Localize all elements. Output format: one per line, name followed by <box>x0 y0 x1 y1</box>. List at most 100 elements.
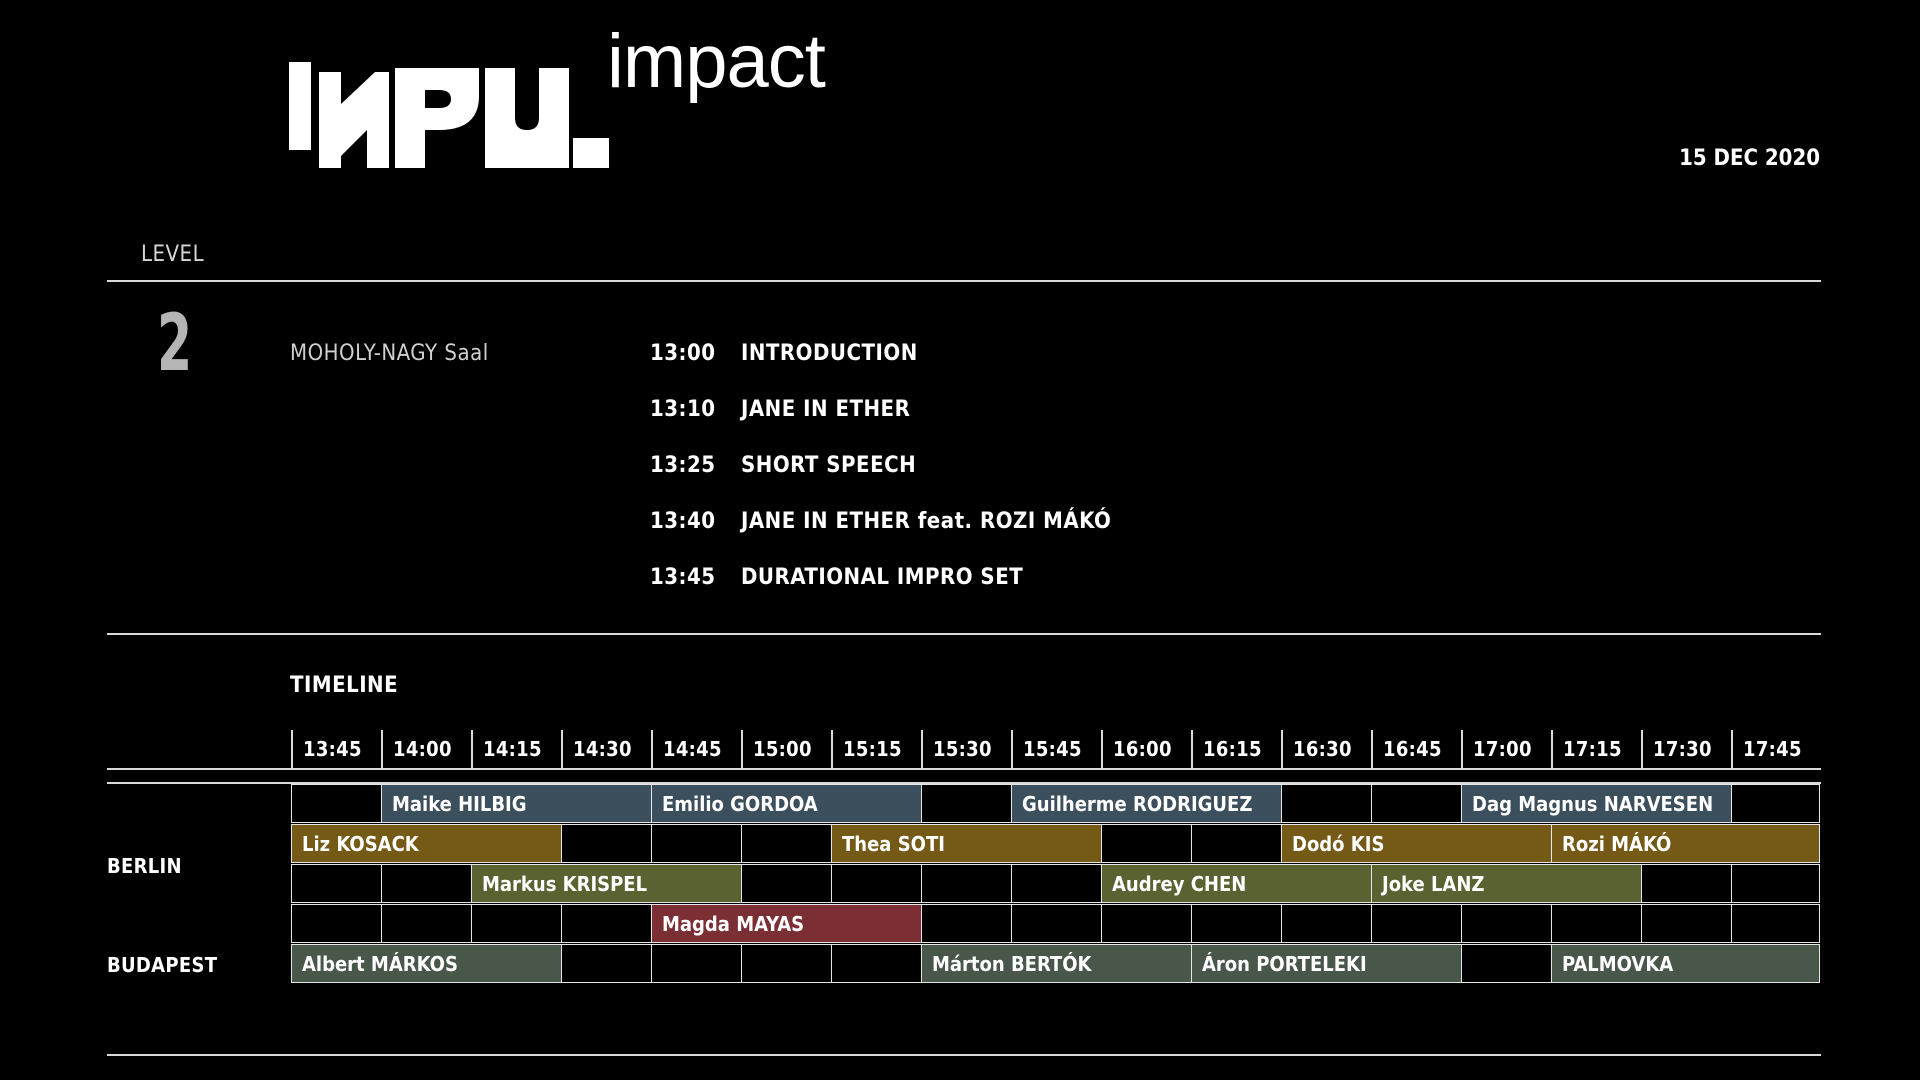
timeline-tick-label: 14:15 <box>483 737 542 761</box>
city-label-budapest: BUDAPEST <box>107 953 218 977</box>
performer-block[interactable]: Guilherme RODRIGUEZ <box>1011 784 1282 823</box>
timeline-tick <box>1461 730 1463 768</box>
performer-block[interactable]: Maike HILBIG <box>381 784 652 823</box>
timeline-empty-slot <box>291 784 382 823</box>
timeline-empty-slot <box>291 904 382 943</box>
performer-block[interactable]: Thea SOTI <box>831 824 1102 863</box>
timeline-tick <box>1551 730 1553 768</box>
divider-middle <box>107 633 1821 635</box>
level-label: LEVEL <box>141 242 205 267</box>
timeline-tick-label: 17:00 <box>1473 737 1532 761</box>
timeline-empty-slot <box>1011 864 1102 903</box>
timeline-empty-slot <box>921 784 1012 823</box>
timeline-empty-slot <box>1281 904 1372 943</box>
timeline-empty-slot <box>561 824 652 863</box>
performer-block[interactable]: PALMOVKA <box>1551 944 1820 983</box>
program-time: 13:00 <box>650 341 716 366</box>
timeline-empty-slot <box>291 864 382 903</box>
timeline-tick <box>831 730 833 768</box>
timeline-tick-label: 15:15 <box>843 737 902 761</box>
timeline-empty-slot <box>381 904 472 943</box>
performer-block[interactable]: Liz KOSACK <box>291 824 562 863</box>
timeline-tick <box>1371 730 1373 768</box>
timeline-empty-slot <box>1191 824 1282 863</box>
timeline-empty-slot <box>741 944 832 983</box>
timeline-empty-slot <box>1281 784 1372 823</box>
timeline-tick-label: 17:15 <box>1563 737 1622 761</box>
performer-block[interactable]: Márton BERTÓK <box>921 944 1192 983</box>
timeline-tick-label: 14:30 <box>573 737 632 761</box>
timeline-empty-slot <box>381 864 472 903</box>
timeline-header-rule <box>107 768 1821 770</box>
input-logo-mark <box>289 62 609 168</box>
timeline-empty-slot <box>1371 784 1462 823</box>
performer-block[interactable]: Magda MAYAS <box>651 904 922 943</box>
timeline-tick <box>381 730 383 768</box>
event-date: 15 DEC 2020 <box>1679 146 1820 171</box>
timeline-tick-label: 14:45 <box>663 737 722 761</box>
timeline-empty-slot <box>651 944 742 983</box>
performer-block[interactable]: Joke LANZ <box>1371 864 1642 903</box>
program-title: INTRODUCTION <box>741 341 918 366</box>
performer-block[interactable]: Rozi MÁKÓ <box>1551 824 1820 863</box>
timeline-tick-label: 16:45 <box>1383 737 1442 761</box>
timeline-empty-slot <box>741 824 832 863</box>
timeline-empty-slot <box>1551 904 1642 943</box>
timeline-empty-slot <box>471 904 562 943</box>
program-time: 13:45 <box>650 565 716 590</box>
timeline-tick <box>561 730 563 768</box>
timeline-empty-slot <box>1461 904 1552 943</box>
performer-block[interactable]: Dodó KIS <box>1281 824 1552 863</box>
performer-block[interactable]: Dag Magnus NARVESEN <box>1461 784 1732 823</box>
program-title: JANE IN ETHER <box>741 397 911 422</box>
timeline-empty-slot <box>1101 824 1192 863</box>
timeline-tick-label: 17:45 <box>1743 737 1802 761</box>
performer-block[interactable]: Áron PORTELEKI <box>1191 944 1462 983</box>
timeline-empty-slot <box>741 864 832 903</box>
timeline-tick <box>1101 730 1103 768</box>
timeline-empty-slot <box>1191 904 1282 943</box>
program-title: SHORT SPEECH <box>741 453 917 478</box>
timeline-label: TIMELINE <box>290 673 399 698</box>
timeline-empty-slot <box>1101 904 1192 943</box>
room-name: MOHOLY-NAGY Saal <box>290 341 489 366</box>
performer-block[interactable]: Albert MÁRKOS <box>291 944 562 983</box>
performer-block[interactable]: Markus KRISPEL <box>471 864 742 903</box>
timeline-empty-slot <box>1371 904 1462 943</box>
program-time: 13:25 <box>650 453 716 478</box>
level-number: 2 <box>157 299 193 389</box>
timeline-tick <box>921 730 923 768</box>
timeline-tick <box>1191 730 1193 768</box>
program-title: JANE IN ETHER feat. ROZI MÁKÓ <box>741 509 1112 534</box>
timeline-tick-label: 14:00 <box>393 737 452 761</box>
program-time: 13:10 <box>650 397 716 422</box>
timeline-empty-slot <box>921 904 1012 943</box>
timeline-empty-slot <box>831 864 922 903</box>
timeline-tick-label: 15:00 <box>753 737 812 761</box>
timeline-tick <box>1731 730 1733 768</box>
timeline-tick-label: 16:15 <box>1203 737 1262 761</box>
timeline-top-rule <box>107 782 1821 784</box>
divider-bottom <box>107 1054 1821 1056</box>
city-label-berlin: BERLIN <box>107 854 182 878</box>
timeline-empty-slot <box>1641 864 1732 903</box>
timeline-empty-slot <box>561 904 652 943</box>
timeline-tick-label: 15:30 <box>933 737 992 761</box>
timeline-tick-label: 15:45 <box>1023 737 1082 761</box>
timeline-tick <box>471 730 473 768</box>
input-impact-logo: impact <box>289 24 829 170</box>
timeline-empty-slot <box>921 864 1012 903</box>
timeline-tick-label: 17:30 <box>1653 737 1712 761</box>
timeline-empty-slot <box>651 824 742 863</box>
performer-block[interactable]: Audrey CHEN <box>1101 864 1372 903</box>
timeline-tick <box>651 730 653 768</box>
timeline-empty-slot <box>1731 864 1820 903</box>
performer-block[interactable]: Emilio GORDOA <box>651 784 922 823</box>
timeline-empty-slot <box>1641 904 1732 943</box>
logo-word: impact <box>607 19 826 104</box>
timeline-empty-slot <box>1461 944 1552 983</box>
timeline-empty-slot <box>561 944 652 983</box>
timeline-empty-slot <box>1011 904 1102 943</box>
timeline-empty-slot <box>831 944 922 983</box>
timeline-empty-slot <box>1731 784 1820 823</box>
